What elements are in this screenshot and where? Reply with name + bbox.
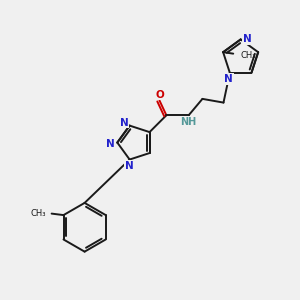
Text: CH₃: CH₃ — [30, 209, 46, 218]
Text: N: N — [120, 118, 129, 128]
Text: N: N — [106, 139, 115, 149]
Text: O: O — [155, 89, 164, 100]
Text: N: N — [243, 34, 252, 44]
Text: NH: NH — [181, 117, 197, 127]
Text: N: N — [125, 161, 134, 171]
Text: CH₃: CH₃ — [240, 51, 256, 60]
Text: N: N — [224, 74, 233, 84]
